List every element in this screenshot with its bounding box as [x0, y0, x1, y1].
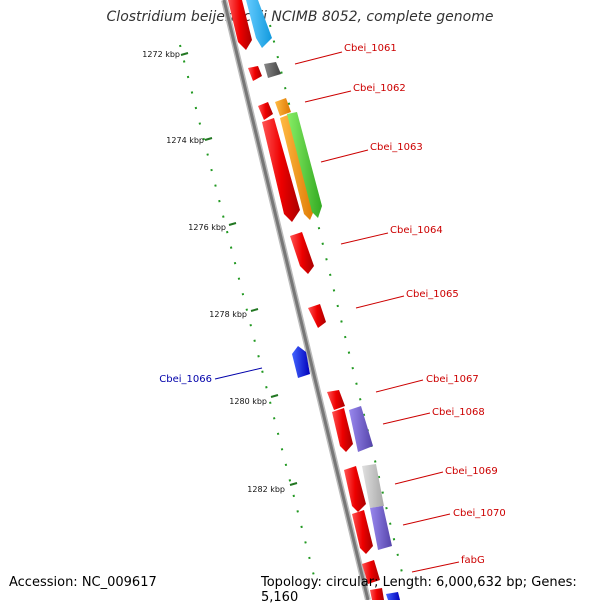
cds-feature [352, 510, 373, 554]
tick-mark [289, 482, 298, 486]
tick-mark [204, 137, 213, 141]
genome-summary-text: Topology: circular; Length: 6,000,632 bp… [261, 575, 577, 605]
map-title: Clostridium beijerinckii NCIMB 8052, com… [106, 9, 494, 25]
tick-label: 1280 kbp [229, 397, 267, 406]
genome-backbone-core [222, 0, 370, 600]
cds-feature [349, 406, 373, 452]
gene-label[interactable]: Cbei_1064 [390, 225, 443, 236]
gene-labels: Cbei_1061 Cbei_1062 Cbei_1063 Cbei_1064 … [159, 43, 505, 566]
tick-label: 1274 kbp [166, 136, 204, 145]
cds-feature [246, 0, 272, 48]
cds-feature [332, 408, 353, 452]
cds-feature [228, 0, 252, 50]
gene-label[interactable]: Cbei_1070 [453, 508, 506, 519]
outer-ring-guide [269, 24, 406, 586]
tick-label: 1282 kbp [247, 485, 285, 494]
tick-mark [180, 52, 189, 56]
cds-feature [327, 390, 345, 410]
cds-feature [258, 102, 273, 120]
cds-feature [370, 588, 384, 600]
cds-feature [344, 466, 366, 512]
tick-mark [270, 394, 279, 398]
tick-mark [228, 222, 237, 226]
cds-feature [248, 66, 262, 81]
kbp-ticks: 1272 kbp 1274 kbp 1276 kbp 1278 kbp 1280… [142, 50, 298, 494]
gene-label[interactable]: fabG [461, 555, 485, 566]
label-connectors [214, 51, 460, 573]
cds-feature [275, 98, 291, 116]
gene-label[interactable]: Cbei_1067 [426, 374, 479, 385]
cds-features [228, 0, 400, 600]
cds-feature [386, 592, 400, 600]
cds-feature [362, 560, 380, 584]
cds-feature [262, 118, 300, 222]
cds-feature [280, 114, 316, 220]
gene-label[interactable]: Cbei_1068 [432, 407, 485, 418]
gene-label[interactable]: Cbei_1069 [445, 466, 498, 477]
gene-label[interactable]: Cbei_1062 [353, 83, 406, 94]
tick-label: 1278 kbp [209, 310, 247, 319]
tick-label: 1272 kbp [142, 50, 180, 59]
cds-feature [370, 506, 392, 550]
gene-label[interactable]: Cbei_1063 [370, 142, 423, 153]
gene-label[interactable]: Cbei_1061 [344, 43, 397, 54]
cds-feature [362, 464, 384, 508]
tick-label: 1276 kbp [188, 223, 226, 232]
accession-text: Accession: NC_009617 [9, 575, 157, 590]
cds-feature [264, 62, 281, 78]
cds-feature [290, 232, 314, 274]
cds-feature-reverse [292, 346, 310, 378]
gene-label[interactable]: Cbei_1065 [406, 289, 459, 300]
tick-mark [250, 308, 259, 312]
cds-feature [308, 304, 326, 328]
gene-label[interactable]: Cbei_1066 [159, 374, 212, 385]
cds-feature [287, 112, 322, 218]
